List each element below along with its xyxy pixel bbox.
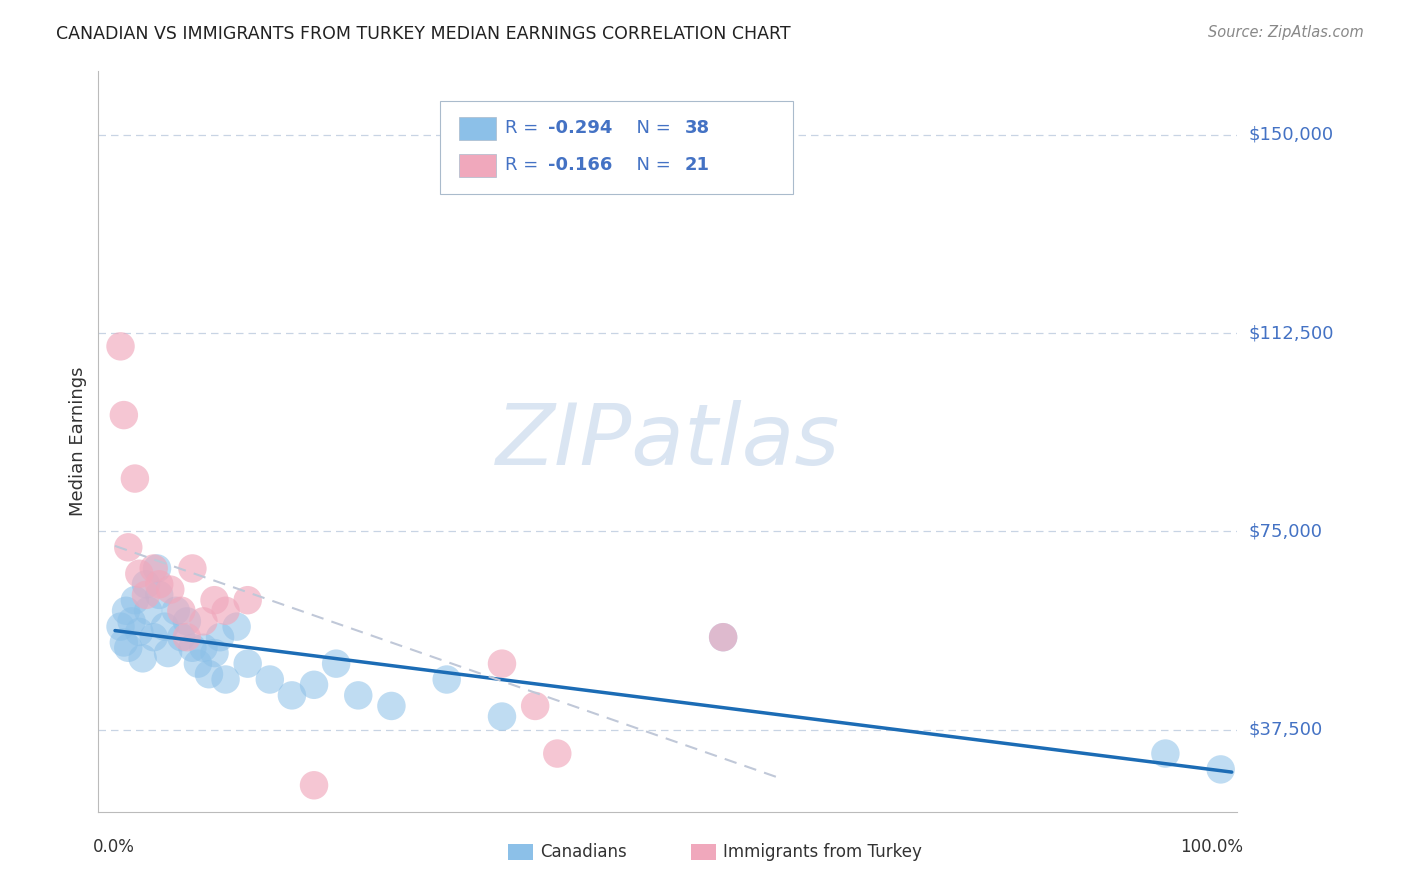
Point	[204, 593, 226, 607]
Point	[124, 472, 146, 486]
Point	[148, 577, 170, 591]
Point	[153, 620, 176, 634]
Point	[209, 630, 232, 644]
Text: $150,000: $150,000	[1249, 126, 1333, 144]
Point	[524, 698, 547, 713]
Point	[380, 698, 402, 713]
Point	[181, 640, 204, 655]
Point	[157, 646, 180, 660]
Bar	[460, 153, 496, 178]
Point	[135, 588, 157, 602]
Text: 21: 21	[685, 156, 710, 174]
Point	[148, 588, 170, 602]
Point	[302, 778, 325, 792]
Point	[131, 651, 153, 665]
FancyBboxPatch shape	[440, 101, 793, 194]
Text: CANADIAN VS IMMIGRANTS FROM TURKEY MEDIAN EARNINGS CORRELATION CHART: CANADIAN VS IMMIGRANTS FROM TURKEY MEDIA…	[56, 25, 790, 43]
Text: -0.294: -0.294	[548, 120, 613, 137]
Point	[236, 593, 259, 607]
Point	[176, 630, 198, 644]
Point	[214, 673, 236, 687]
Text: $112,500: $112,500	[1249, 324, 1334, 343]
Point	[117, 640, 139, 655]
Point	[204, 646, 226, 660]
Text: N =: N =	[624, 120, 676, 137]
Point	[347, 689, 370, 703]
Text: N =: N =	[624, 156, 676, 174]
Point	[165, 604, 187, 618]
Point	[1209, 763, 1232, 777]
Point	[711, 630, 734, 644]
Text: Immigrants from Turkey: Immigrants from Turkey	[723, 843, 921, 861]
Point	[135, 577, 157, 591]
Text: Source: ZipAtlas.com: Source: ZipAtlas.com	[1208, 25, 1364, 40]
Point	[142, 561, 165, 575]
Point	[112, 408, 135, 422]
Point	[198, 667, 221, 681]
Text: 100.0%: 100.0%	[1180, 838, 1243, 855]
Point	[176, 615, 198, 629]
Point	[121, 615, 143, 629]
Point	[281, 689, 304, 703]
Text: 0.0%: 0.0%	[93, 838, 135, 855]
Point	[1154, 747, 1177, 761]
Text: R =: R =	[505, 156, 544, 174]
Text: $37,500: $37,500	[1249, 721, 1323, 739]
Point	[325, 657, 347, 671]
Point	[128, 624, 150, 639]
Point	[225, 620, 247, 634]
Y-axis label: Median Earnings: Median Earnings	[69, 367, 87, 516]
Point	[128, 566, 150, 581]
Text: $75,000: $75,000	[1249, 523, 1323, 541]
Point	[110, 339, 132, 353]
Point	[170, 630, 193, 644]
Point	[146, 561, 169, 575]
Point	[142, 630, 165, 644]
Point	[711, 630, 734, 644]
Point	[546, 747, 568, 761]
Text: -0.166: -0.166	[548, 156, 613, 174]
Point	[159, 582, 181, 597]
Point	[124, 593, 146, 607]
Point	[491, 657, 513, 671]
Text: ZIPatlas: ZIPatlas	[496, 400, 839, 483]
Text: Canadians: Canadians	[540, 843, 627, 861]
Point	[214, 604, 236, 618]
Point	[236, 657, 259, 671]
Point	[112, 635, 135, 649]
Point	[302, 678, 325, 692]
Point	[115, 604, 138, 618]
Point	[193, 615, 215, 629]
Point	[259, 673, 281, 687]
Point	[170, 604, 193, 618]
Point	[110, 620, 132, 634]
Text: R =: R =	[505, 120, 544, 137]
Bar	[690, 844, 716, 860]
Point	[136, 604, 159, 618]
Point	[193, 640, 215, 655]
Point	[187, 657, 209, 671]
Point	[436, 673, 458, 687]
Point	[491, 709, 513, 723]
Bar	[460, 117, 496, 140]
Point	[117, 541, 139, 555]
Text: 38: 38	[685, 120, 710, 137]
Bar	[509, 844, 533, 860]
Point	[181, 561, 204, 575]
